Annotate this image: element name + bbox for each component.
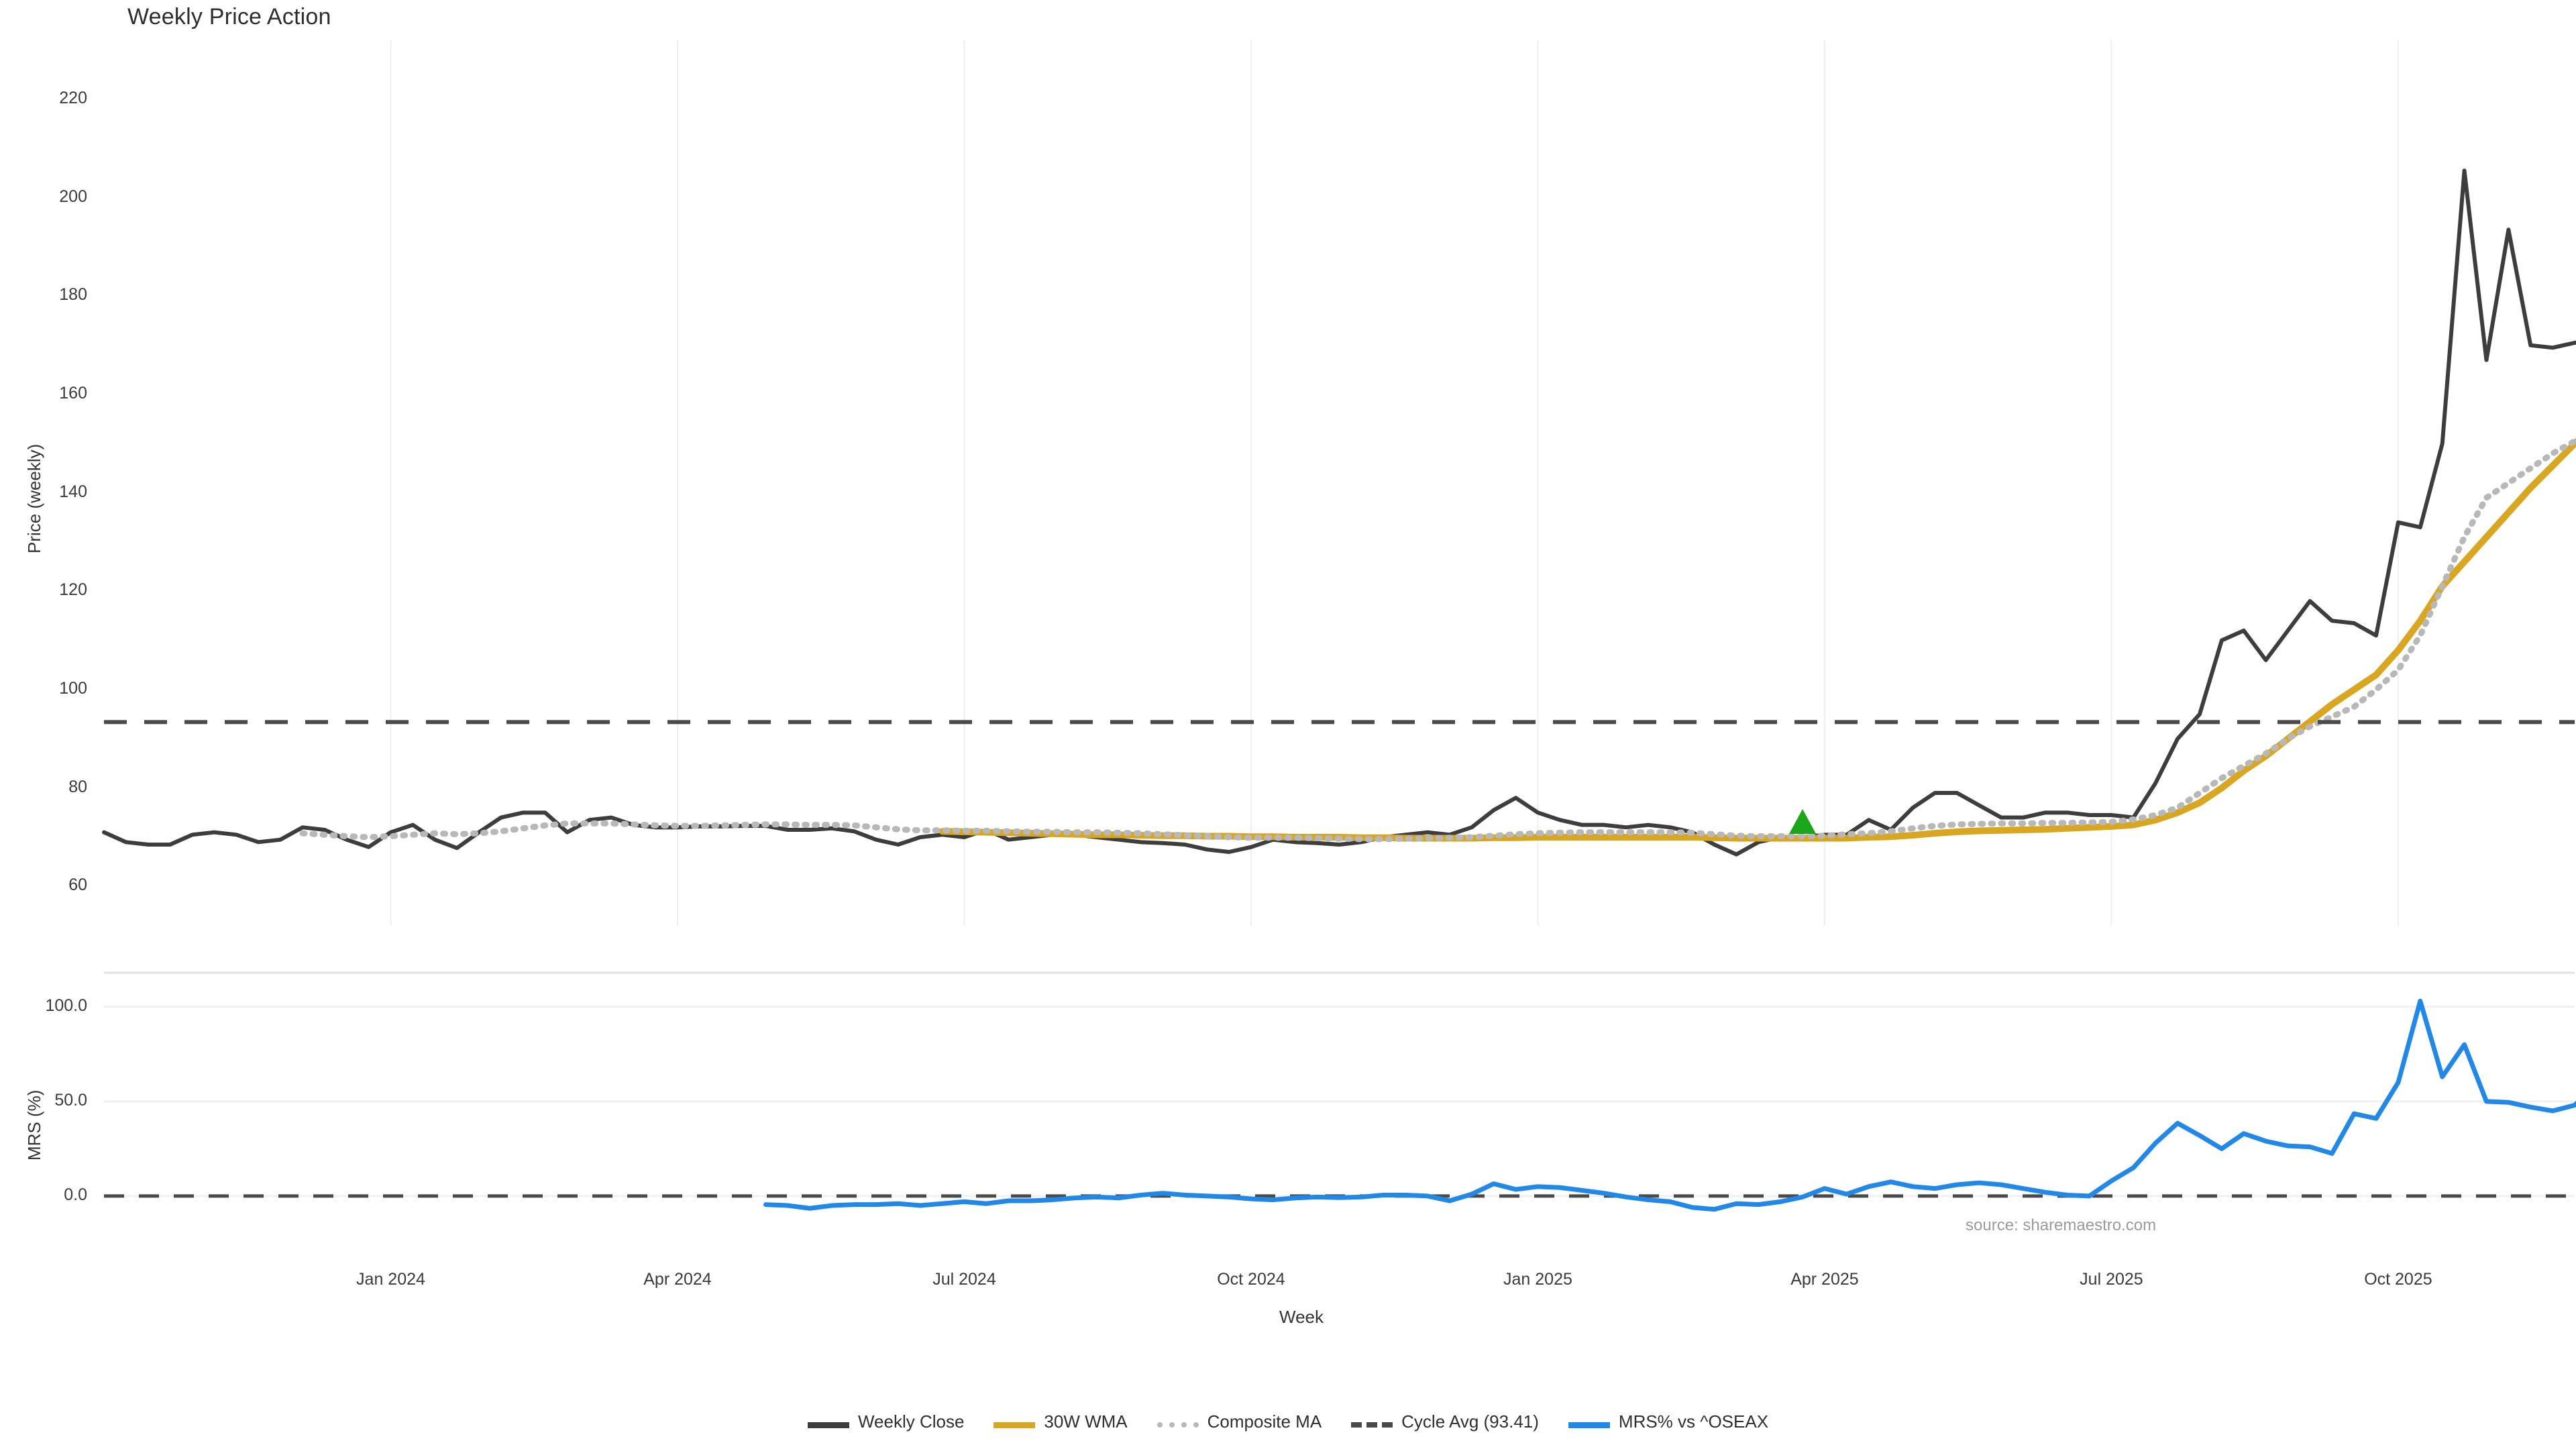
x-axis-tick: Oct 2024 — [1217, 1270, 1285, 1289]
x-axis-tick: Oct 2025 — [2364, 1270, 2432, 1289]
y-axis-tick-price: 140 — [59, 482, 87, 501]
legend-item-30w-wma[interactable]: 30W WMA — [994, 1411, 1128, 1432]
series-line-30w-wma — [938, 437, 2576, 842]
page-title: Weekly Price Action — [127, 4, 331, 30]
y-axis-tick-price: 100 — [59, 679, 87, 698]
legend-label: Cycle Avg (93.41) — [1401, 1411, 1539, 1432]
y-axis-tick-mrs: 50.0 — [54, 1090, 87, 1110]
series-line-composite-ma — [299, 436, 2576, 843]
x-axis-tick: Jul 2024 — [932, 1270, 996, 1289]
y-axis-tick-price: 120 — [59, 580, 87, 600]
x-axis-tick: Jul 2025 — [2080, 1270, 2143, 1289]
buy-signal-marker — [1789, 809, 1817, 834]
legend-item-mrs-vs-oseax[interactable]: MRS% vs ^OSEAX — [1568, 1411, 1768, 1432]
legend-item-composite-ma[interactable]: Composite MA — [1157, 1411, 1322, 1432]
y-axis-tick-price: 220 — [59, 89, 87, 107]
x-axis-tick: Jan 2024 — [356, 1270, 425, 1289]
y-axis-tick-price: 160 — [59, 384, 87, 402]
legend-item-weekly-close[interactable]: Weekly Close — [807, 1411, 965, 1432]
y-axis-tick-price: 200 — [59, 186, 87, 206]
y-axis-label-mrs: MRS (%) — [24, 1089, 44, 1161]
source-note: source: sharemaestro.com — [1966, 1216, 2157, 1234]
series-line-mrs-vs-oseax — [763, 998, 2576, 1212]
legend-label: Weekly Close — [857, 1411, 965, 1432]
y-axis-tick-mrs: 100.0 — [45, 996, 87, 1015]
y-axis-tick-price: 60 — [68, 875, 87, 895]
legend-item-cycle-avg-93-41[interactable]: Cycle Avg (93.41) — [1351, 1411, 1539, 1432]
y-axis-tick-price: 180 — [59, 285, 87, 305]
chart-legend: Weekly Close 30W WMA Composite MA Cycle Avg… — [0, 1411, 2576, 1432]
y-axis-tick-mrs: 0.0 — [64, 1185, 87, 1204]
y-axis-label-price: Price (weekly) — [24, 443, 44, 553]
legend-label: MRS% vs ^OSEAX — [1618, 1411, 1769, 1432]
y-axis-tick-price: 80 — [68, 777, 87, 796]
x-axis-tick: Apr 2024 — [643, 1270, 712, 1289]
legend-label: Composite MA — [1207, 1411, 1322, 1432]
legend-label: 30W WMA — [1044, 1411, 1128, 1432]
x-axis-tick: Jan 2025 — [1503, 1270, 1572, 1289]
x-axis-tick: Apr 2025 — [1790, 1270, 1859, 1289]
x-axis-label: Week — [1279, 1307, 1324, 1327]
series-line-weekly-close — [102, 168, 2576, 857]
